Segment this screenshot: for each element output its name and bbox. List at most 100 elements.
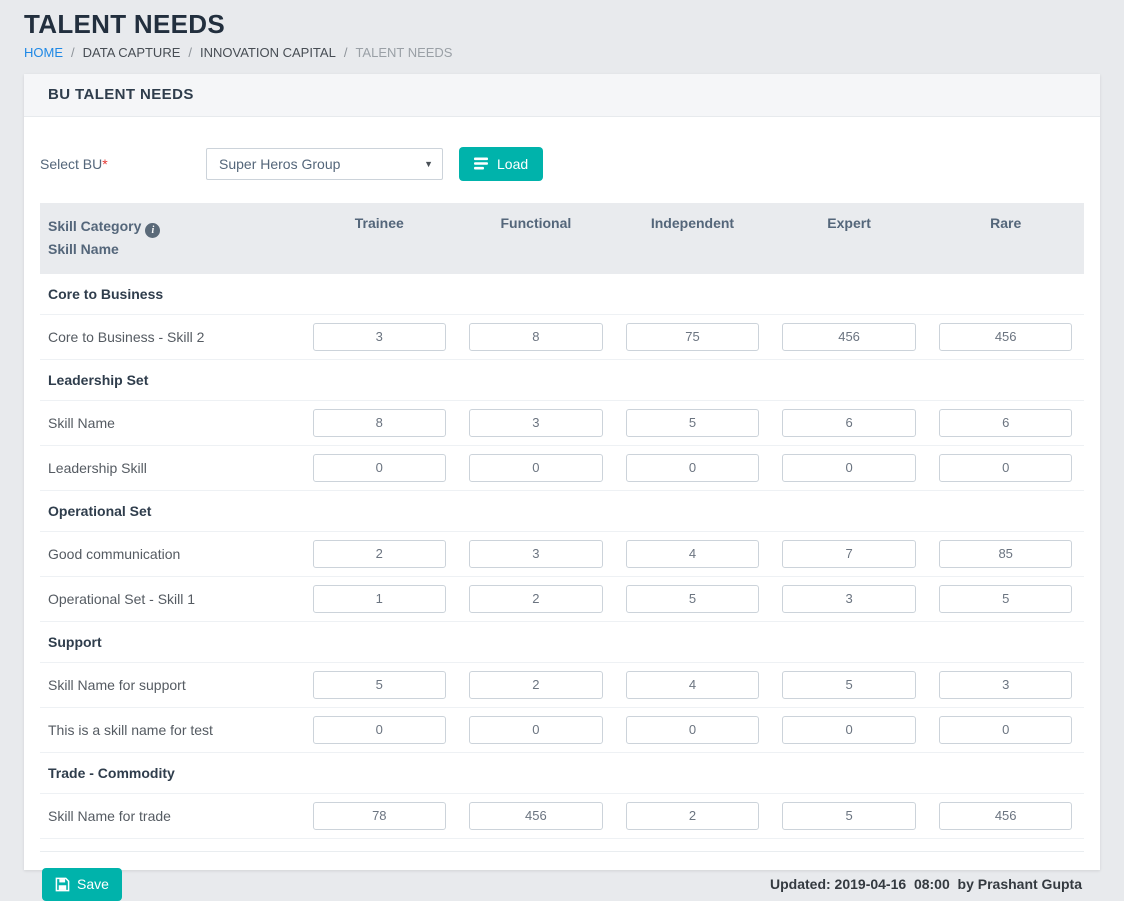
column-header: Rare [927,202,1084,274]
category-row: Operational Set [40,490,1084,532]
skill-level-input[interactable] [625,453,760,482]
skill-level-input[interactable] [469,408,603,437]
skill-name-label: Skill Name for trade [40,793,301,839]
caret-down-icon: ▼ [424,158,433,169]
skill-level-input[interactable] [312,322,447,351]
category-row: Support [40,621,1084,663]
column-header: Independent [614,202,771,274]
category-label: Trade - Commodity [40,752,1084,794]
skill-level-input[interactable] [625,670,760,699]
card-footer: Save Updated: 2019-04-16 08:00 by Prasha… [40,850,1084,901]
skill-name-label: Operational Set - Skill 1 [40,576,301,622]
panel-title: BU TALENT NEEDS [48,85,194,103]
skill-level-input[interactable] [312,408,447,437]
skill-name-label: Skill Name [40,400,301,446]
bu-select[interactable]: Super Heros Group ▼ [206,147,443,180]
skill-name-label: Skill Name for support [40,662,301,708]
skill-level-input[interactable] [938,408,1073,437]
skill-level-input[interactable] [782,453,916,482]
skill-level-input[interactable] [312,584,447,613]
category-row: Trade - Commodity [40,752,1084,794]
info-icon[interactable]: i [145,222,161,238]
skill-level-input[interactable] [938,453,1073,482]
table-header-row: Skill Category i Skill Name Trainee Functi… [40,202,1084,274]
skill-level-input[interactable] [782,322,916,351]
skill-level-input[interactable] [625,408,760,437]
panel-header: BU TALENT NEEDS [24,73,1100,117]
skill-level-input[interactable] [938,801,1073,830]
page-header: TALENT NEEDS HOME / DATA CAPTURE / INNOVATIO… [0,0,1124,60]
required-asterisk: * [102,155,108,172]
save-icon [55,877,70,892]
skill-level-input[interactable] [625,584,760,613]
skill-level-input[interactable] [312,670,447,699]
skills-table-body: Core to Business Core to Business - Skill… [40,273,1084,839]
select-bu-label: Select BU* [40,155,108,172]
skill-row: Operational Set - Skill 1 [40,576,1084,622]
breadcrumb-item: TALENT NEEDS [355,44,453,60]
skill-level-input[interactable] [938,584,1073,613]
breadcrumb-item[interactable]: HOME [24,44,63,60]
load-button-label: Load [497,155,529,172]
skill-level-input[interactable] [469,715,603,744]
updated-text: Updated: 2019-04-16 08:00 by Prashant Gu… [770,876,1082,893]
bu-select-value: Super Heros Group [219,155,341,172]
breadcrumb-item[interactable]: DATA CAPTURE [82,44,181,60]
category-row: Leadership Set [40,359,1084,401]
skill-name-label: Leadership Skill [40,445,301,491]
skill-row: This is a skill name for test [40,707,1084,753]
breadcrumb-separator: / [71,44,75,60]
skill-level-input[interactable] [312,801,447,830]
category-label: Operational Set [40,490,1084,532]
category-label: Support [40,621,1084,663]
skill-level-input[interactable] [782,539,916,568]
skill-level-input[interactable] [312,715,447,744]
skill-level-input[interactable] [938,715,1073,744]
skill-level-input[interactable] [782,801,916,830]
page-title: TALENT NEEDS [24,9,226,39]
load-button[interactable]: Load [459,146,544,181]
skill-row: Skill Name [40,400,1084,446]
skill-row: Skill Name for trade [40,793,1084,839]
skill-category-header: Skill Category i Skill Name [40,202,301,274]
skill-level-input[interactable] [469,322,603,351]
skill-level-input[interactable] [782,408,916,437]
skills-table: Skill Category i Skill Name Trainee Functi… [40,202,1084,839]
skill-level-input[interactable] [625,539,760,568]
bu-talent-needs-panel: BU TALENT NEEDS Select BU* Super Heros G… [24,73,1100,901]
save-button[interactable]: Save [42,867,122,901]
skill-name-label: Good communication [40,531,301,577]
category-row: Core to Business [40,273,1084,315]
skill-level-input[interactable] [625,715,760,744]
skill-level-input[interactable] [782,715,916,744]
skill-level-input[interactable] [938,322,1073,351]
skill-name-label: This is a skill name for test [40,707,301,753]
skill-level-input[interactable] [469,584,603,613]
skill-row: Leadership Skill [40,445,1084,491]
skill-level-input[interactable] [469,801,603,830]
skill-level-input[interactable] [938,670,1073,699]
category-label: Core to Business [40,273,1084,315]
skill-level-input[interactable] [469,539,603,568]
skill-level-input[interactable] [625,801,760,830]
save-button-label: Save [77,876,109,893]
skill-row: Core to Business - Skill 2 [40,314,1084,360]
skill-level-input[interactable] [782,670,916,699]
column-header: Functional [457,202,615,274]
list-icon [474,157,490,170]
skill-level-input[interactable] [938,539,1073,568]
breadcrumb-item[interactable]: INNOVATION CAPITAL [200,44,336,60]
skill-name-label: Core to Business - Skill 2 [40,314,301,360]
skill-row: Skill Name for support [40,662,1084,708]
skill-row: Good communication [40,531,1084,577]
skill-level-input[interactable] [469,453,603,482]
skill-level-input[interactable] [469,670,603,699]
skill-level-input[interactable] [312,453,447,482]
column-header: Trainee [301,202,458,274]
skill-level-input[interactable] [625,322,760,351]
bu-select-form: Select BU* Super Heros Group ▼ Load [24,117,1100,203]
category-label: Leadership Set [40,359,1084,401]
skill-level-input[interactable] [782,584,916,613]
skill-level-input[interactable] [312,539,447,568]
breadcrumb-separator: / [343,44,348,60]
